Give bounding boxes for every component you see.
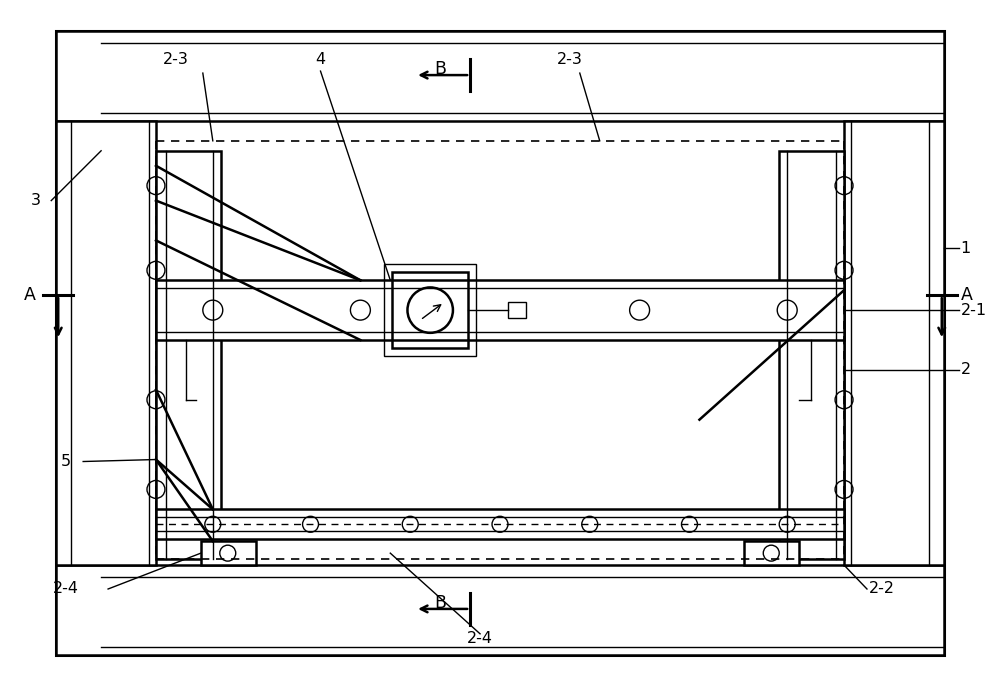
Text: 5: 5 (61, 454, 71, 469)
Text: 2: 2 (961, 362, 971, 377)
Text: 2-3: 2-3 (163, 51, 189, 67)
Bar (201, 541, 256, 565)
Text: 2-1: 2-1 (961, 303, 987, 318)
Bar (56, 32, 944, 654)
Text: A: A (23, 286, 35, 304)
Bar (56, 32, 944, 121)
Text: 3: 3 (31, 193, 41, 208)
Bar (779, 151, 844, 559)
Bar (744, 541, 799, 565)
Text: 2-2: 2-2 (869, 582, 895, 597)
Bar (56, 121, 156, 565)
Bar (156, 151, 221, 559)
Bar (156, 281, 844, 340)
Bar (156, 509, 844, 539)
Text: 2-4: 2-4 (53, 582, 79, 597)
Text: 1: 1 (961, 241, 971, 256)
Text: B: B (434, 594, 446, 612)
Bar (392, 272, 468, 348)
Text: 4: 4 (315, 51, 326, 67)
Bar (384, 264, 476, 356)
Text: 2-4: 2-4 (467, 631, 493, 646)
Bar (508, 302, 526, 318)
Text: A: A (961, 286, 973, 304)
Text: 2-3: 2-3 (557, 51, 583, 67)
Text: B: B (434, 60, 446, 78)
Bar (56, 565, 944, 654)
Bar (844, 121, 944, 565)
